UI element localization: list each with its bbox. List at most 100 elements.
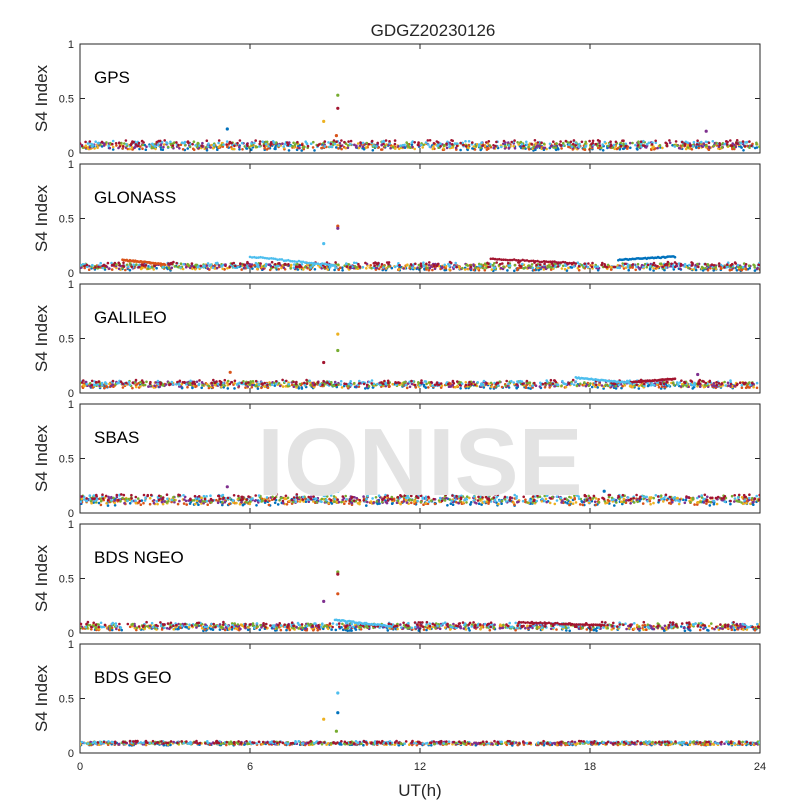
data-point (205, 264, 209, 267)
data-point (654, 147, 657, 150)
data-point (525, 143, 529, 146)
data-point (467, 140, 471, 143)
data-point (671, 500, 674, 504)
data-point (323, 140, 327, 143)
data-point (178, 499, 181, 503)
data-point (570, 145, 574, 149)
data-point (238, 502, 242, 506)
data-point (264, 264, 267, 268)
data-point (105, 141, 108, 144)
data-point (99, 499, 103, 503)
data-point (741, 265, 745, 269)
data-point (179, 143, 183, 147)
data-point (660, 497, 663, 501)
data-point (202, 494, 206, 498)
data-point (675, 381, 679, 384)
data-point (708, 379, 712, 383)
data-point (284, 494, 288, 498)
data-point (352, 499, 356, 503)
arc-point (276, 258, 279, 262)
arc-point (291, 260, 294, 263)
data-point (201, 141, 204, 145)
data-point (738, 381, 742, 385)
data-point (643, 382, 646, 386)
data-point (397, 147, 401, 151)
data-point (536, 144, 539, 147)
data-point (488, 144, 492, 147)
data-point (186, 147, 189, 150)
data-point (731, 147, 734, 151)
data-point (353, 381, 356, 385)
data-point (542, 268, 546, 271)
data-point (705, 502, 708, 505)
data-point (427, 386, 430, 389)
data-point (193, 499, 196, 502)
data-point (515, 386, 518, 389)
data-point (749, 383, 752, 387)
arc-point (297, 259, 301, 263)
data-point (362, 382, 366, 386)
data-point (448, 260, 452, 264)
data-point (134, 501, 138, 505)
data-point (409, 263, 413, 266)
data-point (687, 266, 690, 270)
data-point (744, 263, 748, 266)
data-point (685, 384, 688, 388)
data-point (560, 384, 563, 388)
data-point (706, 495, 709, 499)
data-point (334, 261, 337, 264)
arc-point (527, 259, 531, 263)
data-point (461, 501, 465, 504)
data-point (292, 380, 295, 384)
data-point (445, 146, 449, 150)
data-point (201, 500, 205, 503)
data-point (733, 497, 737, 500)
data-point (84, 380, 88, 384)
data-point (751, 496, 754, 500)
data-point (686, 141, 689, 144)
data-point (88, 382, 92, 385)
data-point (90, 501, 93, 505)
data-point (624, 144, 628, 148)
data-point (344, 146, 348, 150)
data-point (296, 140, 299, 144)
data-point (712, 499, 715, 503)
data-point (422, 143, 425, 147)
data-point (177, 143, 180, 147)
data-point (699, 500, 702, 504)
data-point (410, 494, 413, 498)
data-point (735, 141, 738, 145)
data-point (339, 383, 343, 386)
data-point (748, 140, 751, 143)
data-point (531, 266, 535, 270)
data-point (437, 499, 441, 502)
data-point (157, 494, 161, 498)
data-point (417, 381, 420, 384)
data-point (600, 384, 604, 387)
data-point (612, 382, 616, 385)
data-point (569, 140, 573, 144)
data-point (118, 145, 122, 148)
data-point (680, 379, 683, 383)
data-point (507, 141, 510, 144)
data-point (696, 503, 699, 506)
data-point (638, 267, 641, 271)
spike-point (696, 372, 700, 377)
data-point (508, 264, 512, 267)
data-point (559, 496, 563, 500)
arc-point (163, 263, 167, 267)
y-tick-label: 0 (68, 148, 74, 160)
data-point (197, 503, 200, 507)
data-point (99, 143, 102, 146)
data-point (361, 145, 365, 148)
data-point (572, 265, 576, 268)
data-point (622, 267, 626, 270)
data-point (383, 379, 386, 383)
data-point (83, 264, 86, 268)
data-point (424, 502, 428, 505)
data-point (564, 501, 567, 504)
data-point (652, 145, 655, 148)
data-point (619, 383, 623, 386)
spike-point (322, 119, 326, 123)
data-point (268, 382, 272, 386)
